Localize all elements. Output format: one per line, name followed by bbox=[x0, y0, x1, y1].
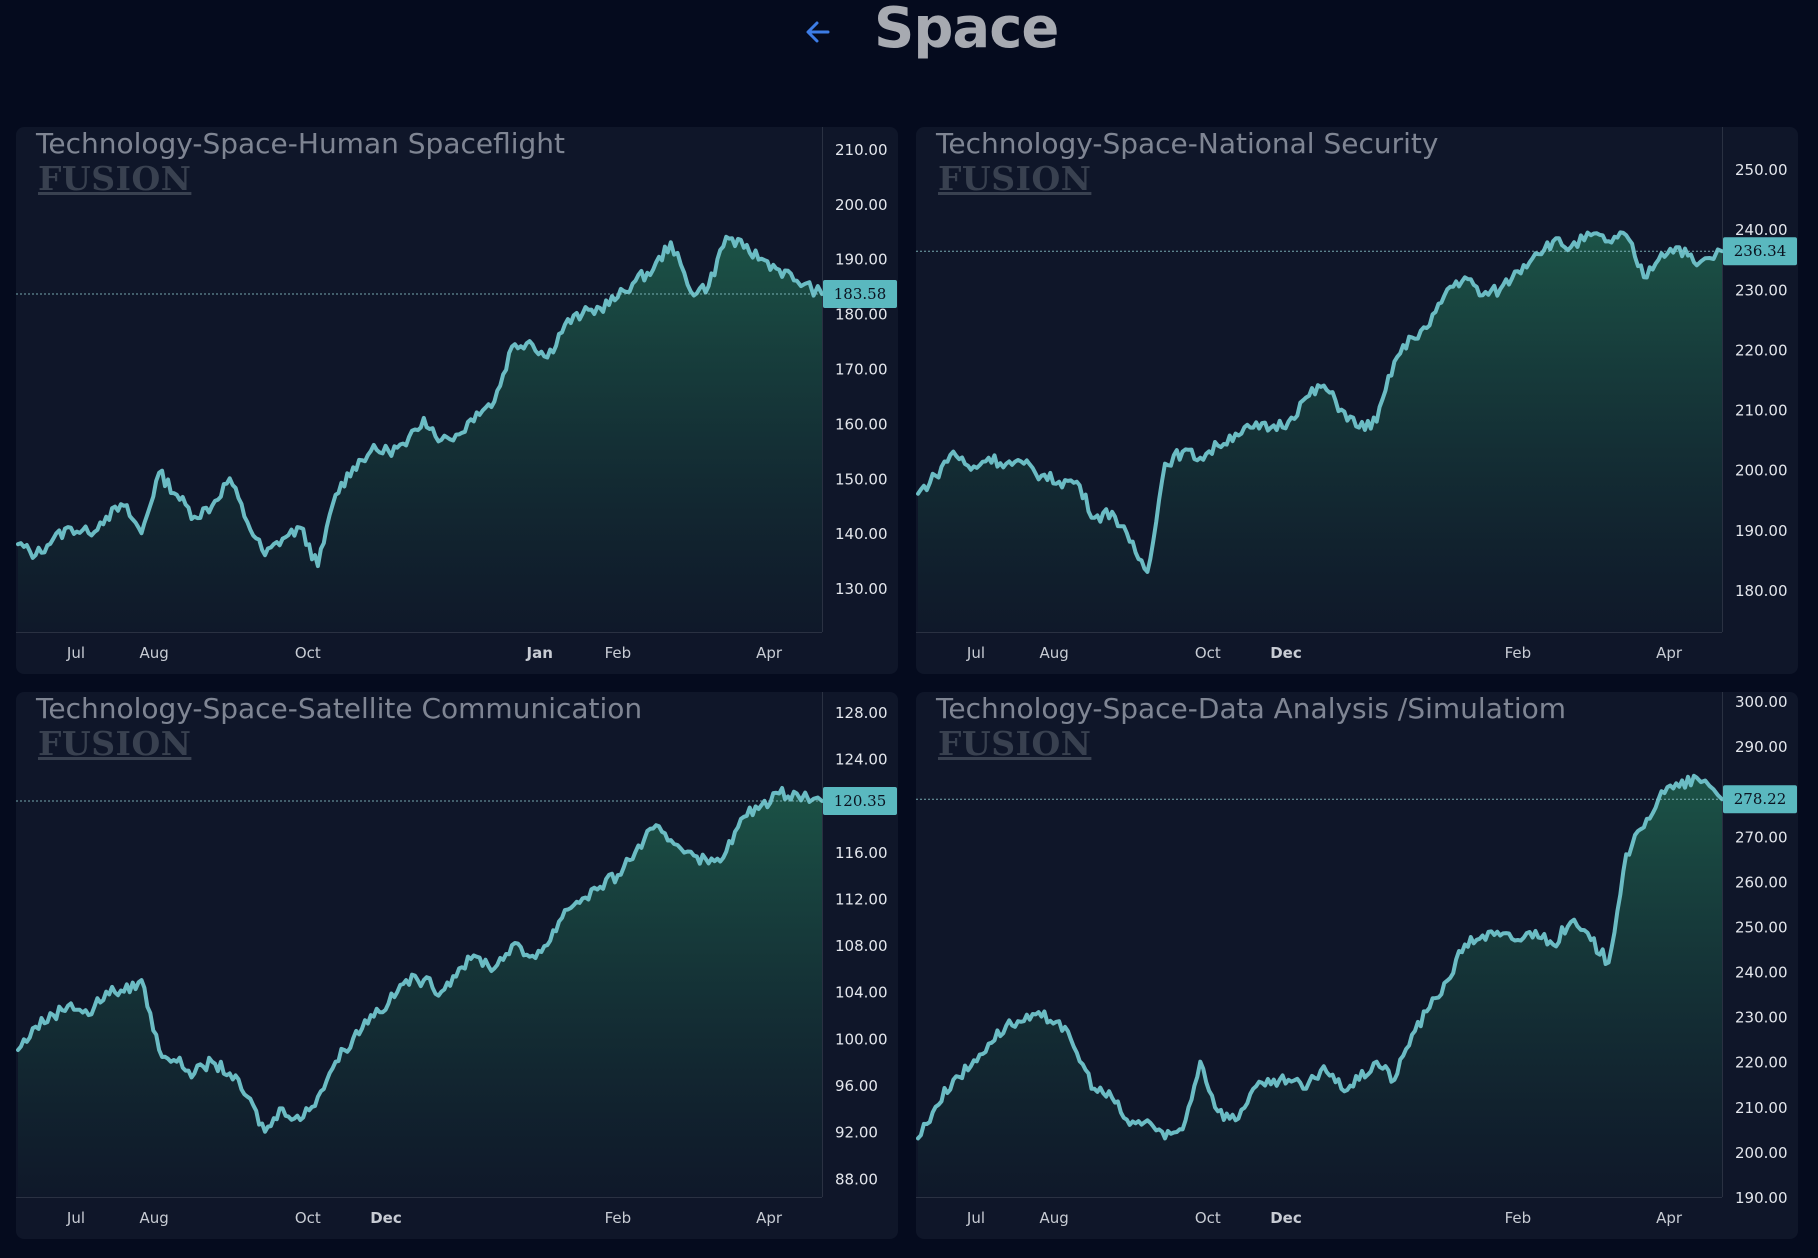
y-tick-label: 200.00 bbox=[1735, 1144, 1788, 1162]
series-line bbox=[16, 786, 824, 1134]
x-tick-label: Jul bbox=[966, 1209, 985, 1227]
x-tick-label: Apr bbox=[1656, 644, 1683, 662]
x-tick-label: Dec bbox=[1270, 1209, 1302, 1227]
y-tick-label: 96.00 bbox=[835, 1077, 878, 1095]
fusion-watermark: FUSION bbox=[938, 724, 1092, 763]
y-tick-label: 210.00 bbox=[835, 141, 888, 159]
x-tick-label: Apr bbox=[1656, 1209, 1683, 1227]
y-tick-label: 108.00 bbox=[835, 937, 888, 955]
chart-panel[interactable]: 250.00 240.00 230.00 220.00 210.00 200.00 190.… bbox=[916, 127, 1798, 674]
last-price-label: 120.35 bbox=[834, 792, 887, 810]
x-tick-label: Feb bbox=[1505, 644, 1532, 662]
x-tick-label: Dec bbox=[1270, 644, 1302, 662]
y-tick-label: 210.00 bbox=[1735, 402, 1788, 420]
y-tick-label: 190.00 bbox=[835, 251, 888, 269]
y-tick-label: 140.00 bbox=[835, 525, 888, 543]
y-tick-label: 250.00 bbox=[1735, 918, 1788, 936]
x-tick-label: Jul bbox=[66, 644, 85, 662]
chart-canvas[interactable]: 128.00124.00120.00116.00112.00108.00104.… bbox=[16, 692, 898, 1239]
y-tick-label: 200.00 bbox=[1735, 462, 1788, 480]
chart-canvas[interactable]: 250.00 240.00 230.00 220.00 210.00 200.00 190.… bbox=[916, 127, 1798, 674]
y-tick-label: 250.00 bbox=[1735, 161, 1788, 179]
y-tick-label: 230.00 bbox=[1735, 281, 1788, 299]
x-tick-label: Apr bbox=[756, 1209, 783, 1227]
last-price-badge bbox=[1723, 237, 1797, 266]
last-price-label: 236.34 bbox=[1734, 242, 1787, 260]
y-tick-label: 124.00 bbox=[835, 750, 888, 768]
y-tick-label: 240.00 bbox=[1735, 221, 1788, 239]
last-price-badge bbox=[823, 279, 897, 308]
series-line bbox=[916, 230, 1724, 574]
y-tick-label: 180.00 bbox=[1735, 582, 1788, 600]
chart-title: Technology-Space-Satellite Communication bbox=[36, 692, 643, 725]
x-tick-label: Oct bbox=[295, 644, 321, 662]
x-tick-label: Aug bbox=[139, 1209, 168, 1227]
y-tick-label: 130.00 bbox=[835, 580, 888, 598]
page-title: Space bbox=[874, 0, 1059, 61]
series-area bbox=[918, 232, 1722, 632]
fusion-watermark: FUSION bbox=[938, 159, 1092, 198]
series-line bbox=[16, 234, 824, 569]
x-tick-label: Feb bbox=[605, 644, 632, 662]
x-tick-label: Oct bbox=[295, 1209, 321, 1227]
y-tick-label: 210.00 bbox=[1735, 1099, 1788, 1117]
y-tick-label: 92.00 bbox=[835, 1124, 878, 1142]
y-tick-label: 160.00 bbox=[835, 415, 888, 433]
y-tick-label: 128.00 bbox=[835, 704, 888, 722]
x-tick-label: Aug bbox=[1039, 644, 1068, 662]
y-tick-label: 100.00 bbox=[835, 1030, 888, 1048]
x-tick-label: Oct bbox=[1195, 1209, 1221, 1227]
y-tick-label: 104.00 bbox=[835, 984, 888, 1002]
series-area bbox=[18, 236, 822, 633]
y-tick-label: 112.00 bbox=[835, 890, 888, 908]
series-line bbox=[916, 773, 1724, 1141]
y-tick-label: 88.00 bbox=[835, 1170, 878, 1188]
chart-canvas[interactable]: 300.00290.00280.00270.00260.00250.00240.… bbox=[916, 692, 1798, 1239]
chart-panel[interactable]: 300.00290.00280.00270.00260.00250.00240.… bbox=[916, 692, 1798, 1239]
y-tick-label: 290.00 bbox=[1735, 738, 1788, 756]
arrow-left-icon[interactable] bbox=[800, 14, 836, 50]
y-tick-label: 270.00 bbox=[1735, 828, 1788, 846]
chart-title: Technology-Space-Human Spaceflight bbox=[36, 127, 566, 160]
x-tick-label: Jan bbox=[526, 644, 553, 662]
y-tick-label: 170.00 bbox=[835, 361, 888, 379]
x-tick-label: Feb bbox=[605, 1209, 632, 1227]
chart-title: Technology-Space-Data Analysis /Simulati… bbox=[936, 692, 1567, 725]
x-tick-label: Aug bbox=[1039, 1209, 1068, 1227]
x-tick-label: Dec bbox=[370, 1209, 402, 1227]
x-tick-label: Oct bbox=[1195, 644, 1221, 662]
y-tick-label: 240.00 bbox=[1735, 964, 1788, 982]
y-tick-label: 230.00 bbox=[1735, 1009, 1788, 1027]
y-tick-label: 180.00 bbox=[835, 306, 888, 324]
x-tick-label: Feb bbox=[1505, 1209, 1532, 1227]
fusion-watermark: FUSION bbox=[38, 724, 192, 763]
chart-title: Technology-Space-National Security bbox=[936, 127, 1439, 160]
y-tick-label: 116.00 bbox=[835, 844, 888, 862]
fusion-watermark: FUSION bbox=[38, 159, 192, 198]
y-tick-label: 150.00 bbox=[835, 470, 888, 488]
header: Space bbox=[0, 0, 1818, 72]
y-tick-label: 190.00 bbox=[1735, 522, 1788, 540]
x-tick-label: Jul bbox=[966, 644, 985, 662]
y-tick-label: 300.00 bbox=[1735, 693, 1788, 711]
y-tick-label: 190.00 bbox=[1735, 1189, 1788, 1207]
last-price-badge bbox=[823, 787, 897, 816]
x-tick-label: Apr bbox=[756, 644, 783, 662]
last-price-label: 278.22 bbox=[1734, 790, 1787, 808]
last-price-badge bbox=[1723, 785, 1797, 814]
chart-canvas[interactable]: 210.00 200.00 190.00 180.00 170.00 160.00 150.… bbox=[16, 127, 898, 674]
y-tick-label: 200.00 bbox=[835, 196, 888, 214]
x-tick-label: Jul bbox=[66, 1209, 85, 1227]
y-tick-label: 220.00 bbox=[1735, 341, 1788, 359]
y-tick-label: 220.00 bbox=[1735, 1054, 1788, 1072]
last-price-label: 183.58 bbox=[834, 285, 887, 303]
chart-panel[interactable]: 210.00 200.00 190.00 180.00 170.00 160.00 150.… bbox=[16, 127, 898, 674]
series-area bbox=[918, 775, 1722, 1197]
series-area bbox=[18, 788, 822, 1197]
y-tick-label: 260.00 bbox=[1735, 873, 1788, 891]
x-tick-label: Aug bbox=[139, 644, 168, 662]
chart-panel[interactable]: 128.00124.00120.00116.00112.00108.00104.… bbox=[16, 692, 898, 1239]
